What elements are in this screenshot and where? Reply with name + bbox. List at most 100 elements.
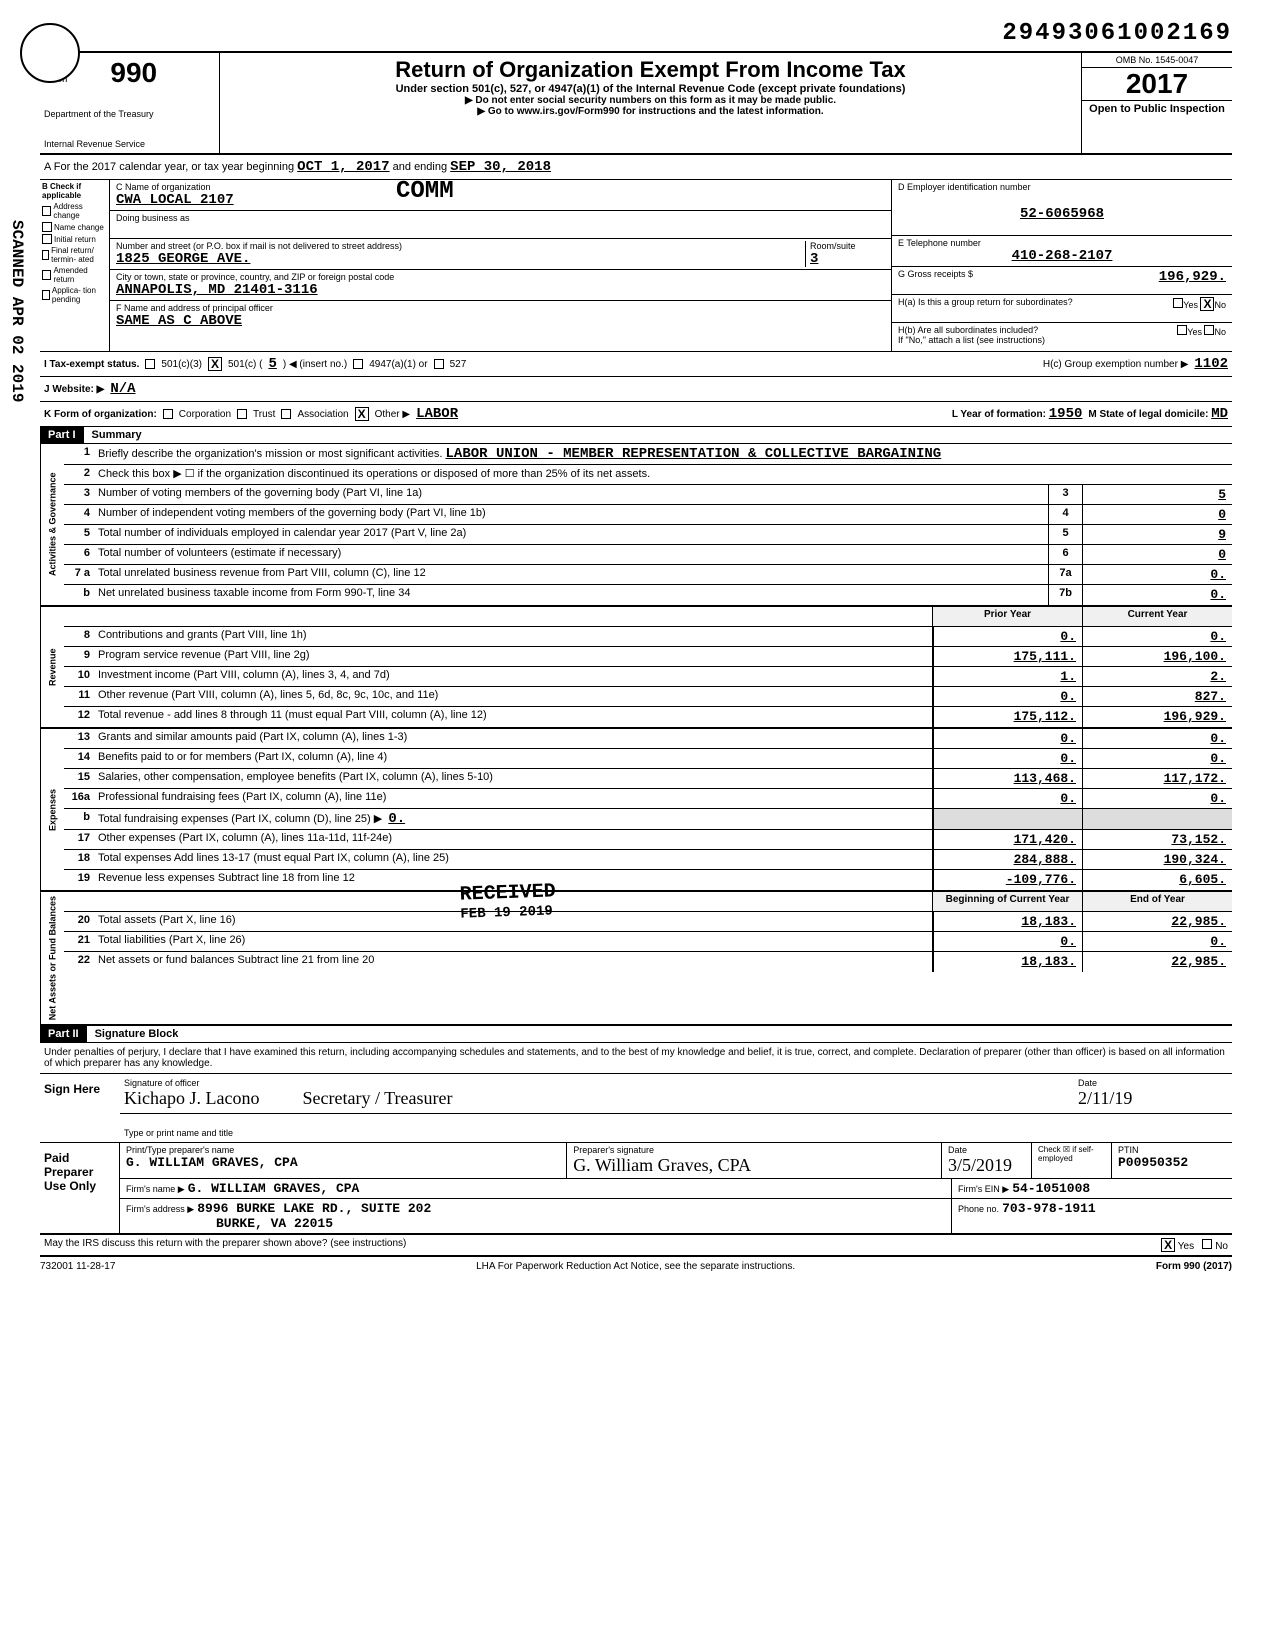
revenue-line: 8Contributions and grants (Part VIII, li…	[64, 627, 1232, 647]
summary-line: bNet unrelated business taxable income f…	[64, 585, 1232, 605]
begin-year-header: Beginning of Current Year	[932, 892, 1082, 911]
comm-stamp: COMM	[396, 178, 454, 205]
street-address: 1825 GEORGE AVE.	[116, 251, 805, 267]
governance-section: Activities & Governance 1 Briefly descri…	[40, 444, 1232, 607]
lbl-no: No	[1215, 1241, 1228, 1252]
instruction-1: ▶ Do not enter social security numbers o…	[228, 95, 1073, 106]
website-label: J Website: ▶	[44, 384, 104, 395]
footer-left: 732001 11-28-17	[40, 1261, 115, 1272]
officer-label: F Name and address of principal officer	[116, 303, 885, 313]
ptin-label: PTIN	[1118, 1145, 1226, 1155]
summary-line: 6Total number of volunteers (estimate if…	[64, 545, 1232, 565]
irs-discuss-row: May the IRS discuss this return with the…	[40, 1235, 1232, 1257]
preparer-date: 3/5/2019	[948, 1155, 1012, 1175]
lbl-application: Applica- tion pending	[52, 286, 107, 304]
summary-line: 7 aTotal unrelated business revenue from…	[64, 565, 1232, 585]
part2-title: Signature Block	[87, 1026, 187, 1042]
lbl-name-change: Name change	[54, 223, 104, 232]
officer-sig-label: Signature of officer	[124, 1078, 1058, 1088]
col-c-org-info: COMM C Name of organization CWA LOCAL 21…	[110, 180, 892, 351]
line2-text: Check this box ▶ ☐ if the organization d…	[94, 465, 1232, 484]
cb-assoc[interactable]	[281, 409, 291, 419]
lbl-address-change: Address change	[53, 202, 107, 220]
expense-line: 18Total expenses Add lines 13-17 (must e…	[64, 850, 1232, 870]
firm-addr1: 8996 BURKE LAKE RD., SUITE 202	[197, 1201, 431, 1216]
cb-application[interactable]	[42, 290, 50, 300]
line1-label: Briefly describe the organization's miss…	[98, 448, 442, 460]
cb-trust[interactable]	[237, 409, 247, 419]
dba-label: Doing business as	[116, 213, 885, 223]
self-employed-check: Check ☒ if self-employed	[1032, 1143, 1112, 1178]
row-j-website: J Website: ▶ N/A	[40, 377, 1232, 402]
firm-ein-label: Firm's EIN ▶	[958, 1184, 1009, 1194]
gross-receipts: 196,929.	[1159, 269, 1226, 292]
501c-number: 5	[268, 356, 276, 372]
cb-corp[interactable]	[163, 409, 173, 419]
line-1-num: 1	[64, 444, 94, 464]
year-formation-label: L Year of formation:	[952, 409, 1046, 420]
revenue-line: 9Program service revenue (Part VIII, lin…	[64, 647, 1232, 667]
row-i-tax-status: I Tax-exempt status. 501(c)(3) X501(c) (…	[40, 352, 1232, 377]
gross-label: G Gross receipts $	[898, 269, 973, 292]
net-assets-line: 22Net assets or fund balances Subtract l…	[64, 952, 1232, 972]
discuss-text: May the IRS discuss this return with the…	[44, 1238, 406, 1252]
footer-right: Form 990 (2017)	[1156, 1261, 1232, 1272]
cb-final-return[interactable]	[42, 250, 49, 260]
cb-501c[interactable]: X	[208, 357, 222, 371]
phone-value: 410-268-2107	[898, 248, 1226, 264]
org-name-label: C Name of organization	[116, 182, 885, 192]
cb-ha-no[interactable]: X	[1200, 297, 1214, 311]
col-right-info: D Employer identification number 52-6065…	[892, 180, 1232, 351]
irs-seal-icon	[20, 23, 80, 83]
cb-name-change[interactable]	[42, 222, 52, 232]
summary-line: 5Total number of individuals employed in…	[64, 525, 1232, 545]
lbl-501c: 501(c) (	[228, 359, 262, 370]
org-name: CWA LOCAL 2107	[116, 192, 885, 208]
cb-hb-yes[interactable]	[1177, 325, 1187, 335]
type-name-label: Type or print name and title	[124, 1128, 233, 1138]
cb-527[interactable]	[434, 359, 444, 369]
revenue-line: 11Other revenue (Part VIII, column (A), …	[64, 687, 1232, 707]
lbl-insert-no: ) ◀ (insert no.)	[283, 359, 347, 370]
expense-line: bTotal fundraising expenses (Part IX, co…	[64, 809, 1232, 830]
document-id-number: 29493061002169	[40, 20, 1232, 47]
revenue-section: Revenue Prior Year Current Year 8Contrib…	[40, 607, 1232, 729]
form-subtitle: Under section 501(c), 527, or 4947(a)(1)…	[228, 83, 1073, 95]
cb-501c3[interactable]	[145, 359, 155, 369]
cb-discuss-no[interactable]	[1202, 1239, 1212, 1249]
lbl-corp: Corporation	[179, 409, 231, 420]
room-suite: 3	[810, 251, 885, 267]
part-2-header: Part II Signature Block	[40, 1026, 1232, 1043]
sig-date: 2/11/19	[1078, 1088, 1132, 1108]
part1-title: Summary	[84, 427, 150, 443]
col-b-checkboxes: B Check if applicable Address change Nam…	[40, 180, 110, 351]
cb-amended[interactable]	[42, 270, 51, 280]
form-org-label: K Form of organization:	[44, 409, 157, 420]
cb-hb-no[interactable]	[1204, 325, 1214, 335]
revenue-line: 10Investment income (Part VIII, column (…	[64, 667, 1232, 687]
expense-line: 19Revenue less expenses Subtract line 18…	[64, 870, 1232, 890]
ptin-value: P00950352	[1118, 1155, 1226, 1170]
cb-ha-yes[interactable]	[1173, 298, 1183, 308]
cb-4947[interactable]	[353, 359, 363, 369]
domicile-label: M State of legal domicile:	[1088, 409, 1208, 420]
firm-ein: 54-1051008	[1012, 1181, 1090, 1196]
cb-other[interactable]: X	[355, 407, 369, 421]
sign-here-block: Sign Here Signature of officer Kichapo J…	[40, 1074, 1232, 1143]
cb-discuss-yes[interactable]: X	[1161, 1238, 1175, 1252]
cb-address-change[interactable]	[42, 206, 51, 216]
cb-initial-return[interactable]	[42, 234, 52, 244]
tax-year-begin: OCT 1, 2017	[297, 159, 389, 175]
page-footer: 732001 11-28-17 LHA For Paperwork Reduct…	[40, 1257, 1232, 1276]
year-formation: 1950	[1049, 406, 1083, 422]
form-number: 990	[110, 57, 157, 88]
expenses-side-label: Expenses	[40, 729, 64, 890]
lbl-amended: Amended return	[53, 266, 107, 284]
officer-signature: Kichapo J. Lacono	[124, 1088, 259, 1108]
summary-line: 4Number of independent voting members of…	[64, 505, 1232, 525]
expense-line: 16aProfessional fundraising fees (Part I…	[64, 789, 1232, 809]
lbl-assoc: Association	[297, 409, 348, 420]
firm-addr2: BURKE, VA 22015	[216, 1216, 333, 1231]
paid-preparer-label: Paid Preparer Use Only	[40, 1143, 120, 1233]
prep-name-label: Print/Type preparer's name	[126, 1145, 560, 1155]
